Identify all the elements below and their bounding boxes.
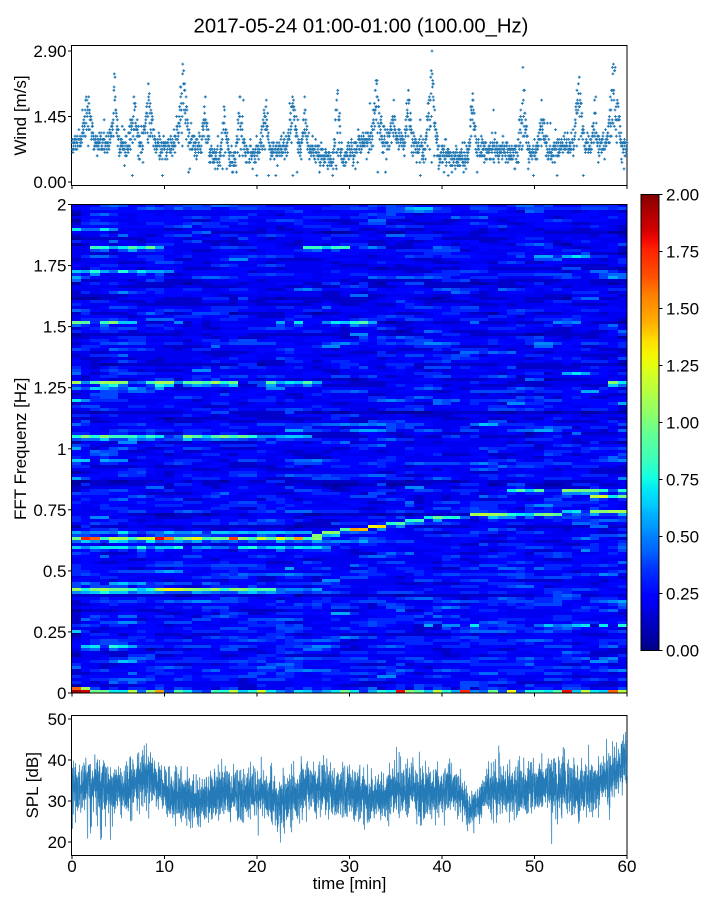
svg-text:20: 20	[48, 833, 67, 852]
svg-text:1: 1	[57, 440, 66, 459]
svg-text:time [min]: time [min]	[313, 874, 387, 893]
svg-text:SPL [dB]: SPL [dB]	[23, 752, 42, 818]
svg-text:0.00: 0.00	[33, 173, 66, 192]
svg-text:60: 60	[618, 857, 637, 876]
svg-text:30: 30	[48, 792, 67, 811]
svg-text:50: 50	[48, 710, 67, 729]
svg-text:0: 0	[57, 684, 66, 703]
svg-text:0.25: 0.25	[666, 585, 699, 604]
svg-text:2.90: 2.90	[33, 42, 66, 61]
svg-text:40: 40	[48, 751, 67, 770]
svg-text:1.75: 1.75	[33, 257, 66, 276]
svg-text:30: 30	[340, 857, 359, 876]
svg-text:2017-05-24 01:00-01:00 (100.00: 2017-05-24 01:00-01:00 (100.00_Hz)	[194, 16, 529, 38]
svg-text:1.50: 1.50	[666, 300, 699, 319]
svg-text:0.5: 0.5	[43, 562, 67, 581]
svg-text:1.75: 1.75	[666, 243, 699, 262]
svg-text:0: 0	[67, 857, 76, 876]
svg-text:0.75: 0.75	[33, 501, 66, 520]
svg-text:2: 2	[57, 196, 66, 215]
svg-text:1.00: 1.00	[666, 414, 699, 433]
svg-text:1.45: 1.45	[33, 108, 66, 127]
svg-text:1.25: 1.25	[666, 357, 699, 376]
svg-text:40: 40	[433, 857, 452, 876]
svg-text:FFT Frequenz [Hz]: FFT Frequenz [Hz]	[11, 378, 30, 520]
svg-text:0.00: 0.00	[666, 642, 699, 661]
svg-text:10: 10	[155, 857, 174, 876]
svg-text:1.25: 1.25	[33, 379, 66, 398]
svg-text:50: 50	[525, 857, 544, 876]
svg-text:0.75: 0.75	[666, 471, 699, 490]
svg-text:20: 20	[248, 857, 267, 876]
svg-text:0.50: 0.50	[666, 528, 699, 547]
svg-text:1.5: 1.5	[43, 318, 67, 337]
svg-text:2.00: 2.00	[666, 186, 699, 205]
svg-text:Wind [m/s]: Wind [m/s]	[11, 75, 30, 155]
svg-text:0.25: 0.25	[33, 623, 66, 642]
